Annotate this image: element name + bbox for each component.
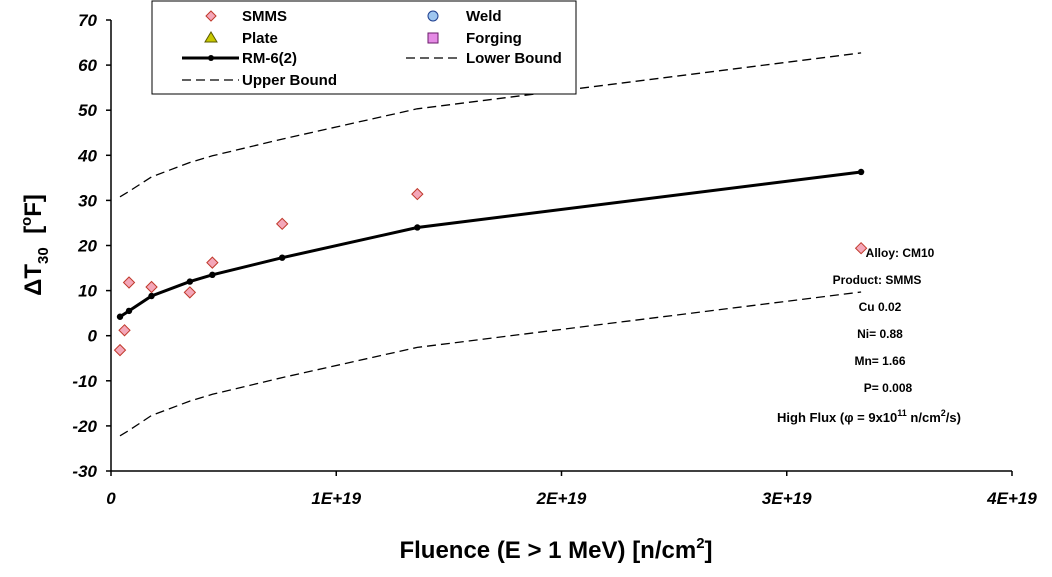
annotation-flux-end: /s) xyxy=(946,410,961,425)
annotation-flux-exp: 11 xyxy=(897,408,907,418)
y-tick-label: -10 xyxy=(72,372,97,391)
y-tick-label: -30 xyxy=(72,462,97,481)
smms-point xyxy=(122,276,136,289)
smms-point xyxy=(854,241,868,255)
annotation-p-label: P= xyxy=(864,381,879,395)
lower-bound-line xyxy=(119,291,862,437)
rm62-point xyxy=(186,278,194,285)
annotation-flux-mid: = 9x10 xyxy=(854,410,898,425)
legend-box xyxy=(151,0,577,95)
annotation-alloy-value: CM10 xyxy=(902,246,934,260)
smms-point xyxy=(275,217,289,231)
annotation-alloy: Alloy: CM10 xyxy=(866,246,935,260)
y-axis-title: ΔT30 [oF] xyxy=(18,194,52,296)
smms-point xyxy=(183,286,197,299)
x-tick-label: 3E+19 xyxy=(762,489,812,508)
y-tick-label: 70 xyxy=(78,11,97,30)
rm62-point xyxy=(125,307,133,315)
annotation-block: Alloy: CM10 Product: SMMS Cu 0.02 Ni= 0.… xyxy=(777,246,961,425)
y-axis-title-main: T xyxy=(20,264,47,279)
legend-triangle-icon xyxy=(204,31,218,43)
annotation-product-value: SMMS xyxy=(885,273,921,287)
annotation-flux-phi: φ xyxy=(844,410,853,425)
rm62-point xyxy=(414,224,421,231)
y-axis-ticks: -30 -20 -10 0 10 20 30 40 50 60 70 xyxy=(72,11,111,481)
annotation-cu-value: 0.02 xyxy=(878,300,902,314)
y-tick-label: 10 xyxy=(78,282,97,301)
annotation-ni-value: 0.88 xyxy=(880,327,904,341)
x-tick-label: 4E+19 xyxy=(986,489,1037,508)
annotation-product-label: Product: xyxy=(833,273,886,287)
annotation-p-value: 0.008 xyxy=(882,381,912,395)
annotation-mn: Mn= 1.66 xyxy=(854,354,905,368)
rm62-point xyxy=(209,271,216,279)
y-axis-title-unit-sup: o xyxy=(18,217,35,226)
legend-circle-icon xyxy=(427,10,439,22)
annotation-flux-prefix: High Flux ( xyxy=(777,410,845,425)
annotation-product: Product: SMMS xyxy=(833,273,922,287)
legend-dot-icon xyxy=(208,55,214,61)
x-axis-title-end: ] xyxy=(705,537,713,564)
smms-point xyxy=(113,343,127,357)
y-tick-label: 20 xyxy=(77,237,97,256)
annotation-alloy-label: Alloy: xyxy=(866,246,903,260)
smms-point xyxy=(118,324,131,337)
smms-point xyxy=(206,256,219,269)
y-axis-title-delta: Δ xyxy=(20,279,47,296)
x-axis-title-sup: 2 xyxy=(696,535,704,552)
annotation-flux-unit-exp: 2 xyxy=(941,408,946,418)
legend-label-smms: SMMS xyxy=(242,8,287,25)
legend-label-plate: Plate xyxy=(242,30,278,47)
y-tick-label: 0 xyxy=(88,327,98,346)
x-axis-title: Fluence (E > 1 MeV) [n/cm2] xyxy=(399,535,712,564)
x-axis-ticks: 0 1E+19 2E+19 3E+19 4E+19 xyxy=(106,471,1037,508)
smms-point xyxy=(145,280,158,294)
legend-label-lower-bound: Lower Bound xyxy=(466,50,562,67)
y-tick-label: 50 xyxy=(78,101,97,120)
annotation-p: P= 0.008 xyxy=(864,381,913,395)
smms-point xyxy=(411,187,424,201)
legend: SMMS Weld Plate Forging RM-6(2) Lower Bo… xyxy=(151,0,577,95)
series-layer xyxy=(113,52,868,437)
x-tick-label: 1E+19 xyxy=(311,489,361,508)
legend-label-rm62: RM-6(2) xyxy=(242,50,297,67)
y-axis-title-sub: 30 xyxy=(35,247,52,264)
rm62-point xyxy=(278,254,286,261)
x-axis-title-text: Fluence (E > 1 MeV) [n/cm xyxy=(399,537,696,564)
x-tick-label: 0 xyxy=(106,489,116,508)
legend-label-upper-bound: Upper Bound xyxy=(242,72,337,89)
annotation-flux: High Flux (φ = 9x1011 n/cm2/s) xyxy=(777,408,961,425)
annotation-cu-label: Cu xyxy=(859,300,875,314)
legend-diamond-icon xyxy=(205,10,217,22)
rm62-point xyxy=(148,292,155,300)
y-tick-label: -20 xyxy=(72,417,97,436)
x-tick-label: 2E+19 xyxy=(536,489,587,508)
rm62-point xyxy=(857,168,865,176)
rm62-line xyxy=(119,170,862,319)
y-tick-label: 30 xyxy=(78,191,97,210)
y-axis-title-open: [ xyxy=(20,226,47,247)
annotation-ni-label: Ni= xyxy=(857,327,876,341)
legend-square-icon xyxy=(427,32,439,44)
y-tick-label: 60 xyxy=(78,56,97,75)
annotation-mn-label: Mn= xyxy=(854,354,878,368)
upper-bound-line xyxy=(119,52,862,198)
legend-label-weld: Weld xyxy=(466,8,502,25)
annotation-mn-value: 1.66 xyxy=(882,354,906,368)
y-tick-label: 40 xyxy=(77,146,97,165)
annotation-cu: Cu 0.02 xyxy=(859,300,902,314)
annotation-flux-unit: n/cm xyxy=(907,410,941,425)
y-axis-title-unit-close: F] xyxy=(20,194,47,217)
annotation-ni: Ni= 0.88 xyxy=(857,327,903,341)
rm62-point xyxy=(116,313,124,320)
legend-label-forging: Forging xyxy=(466,30,522,47)
